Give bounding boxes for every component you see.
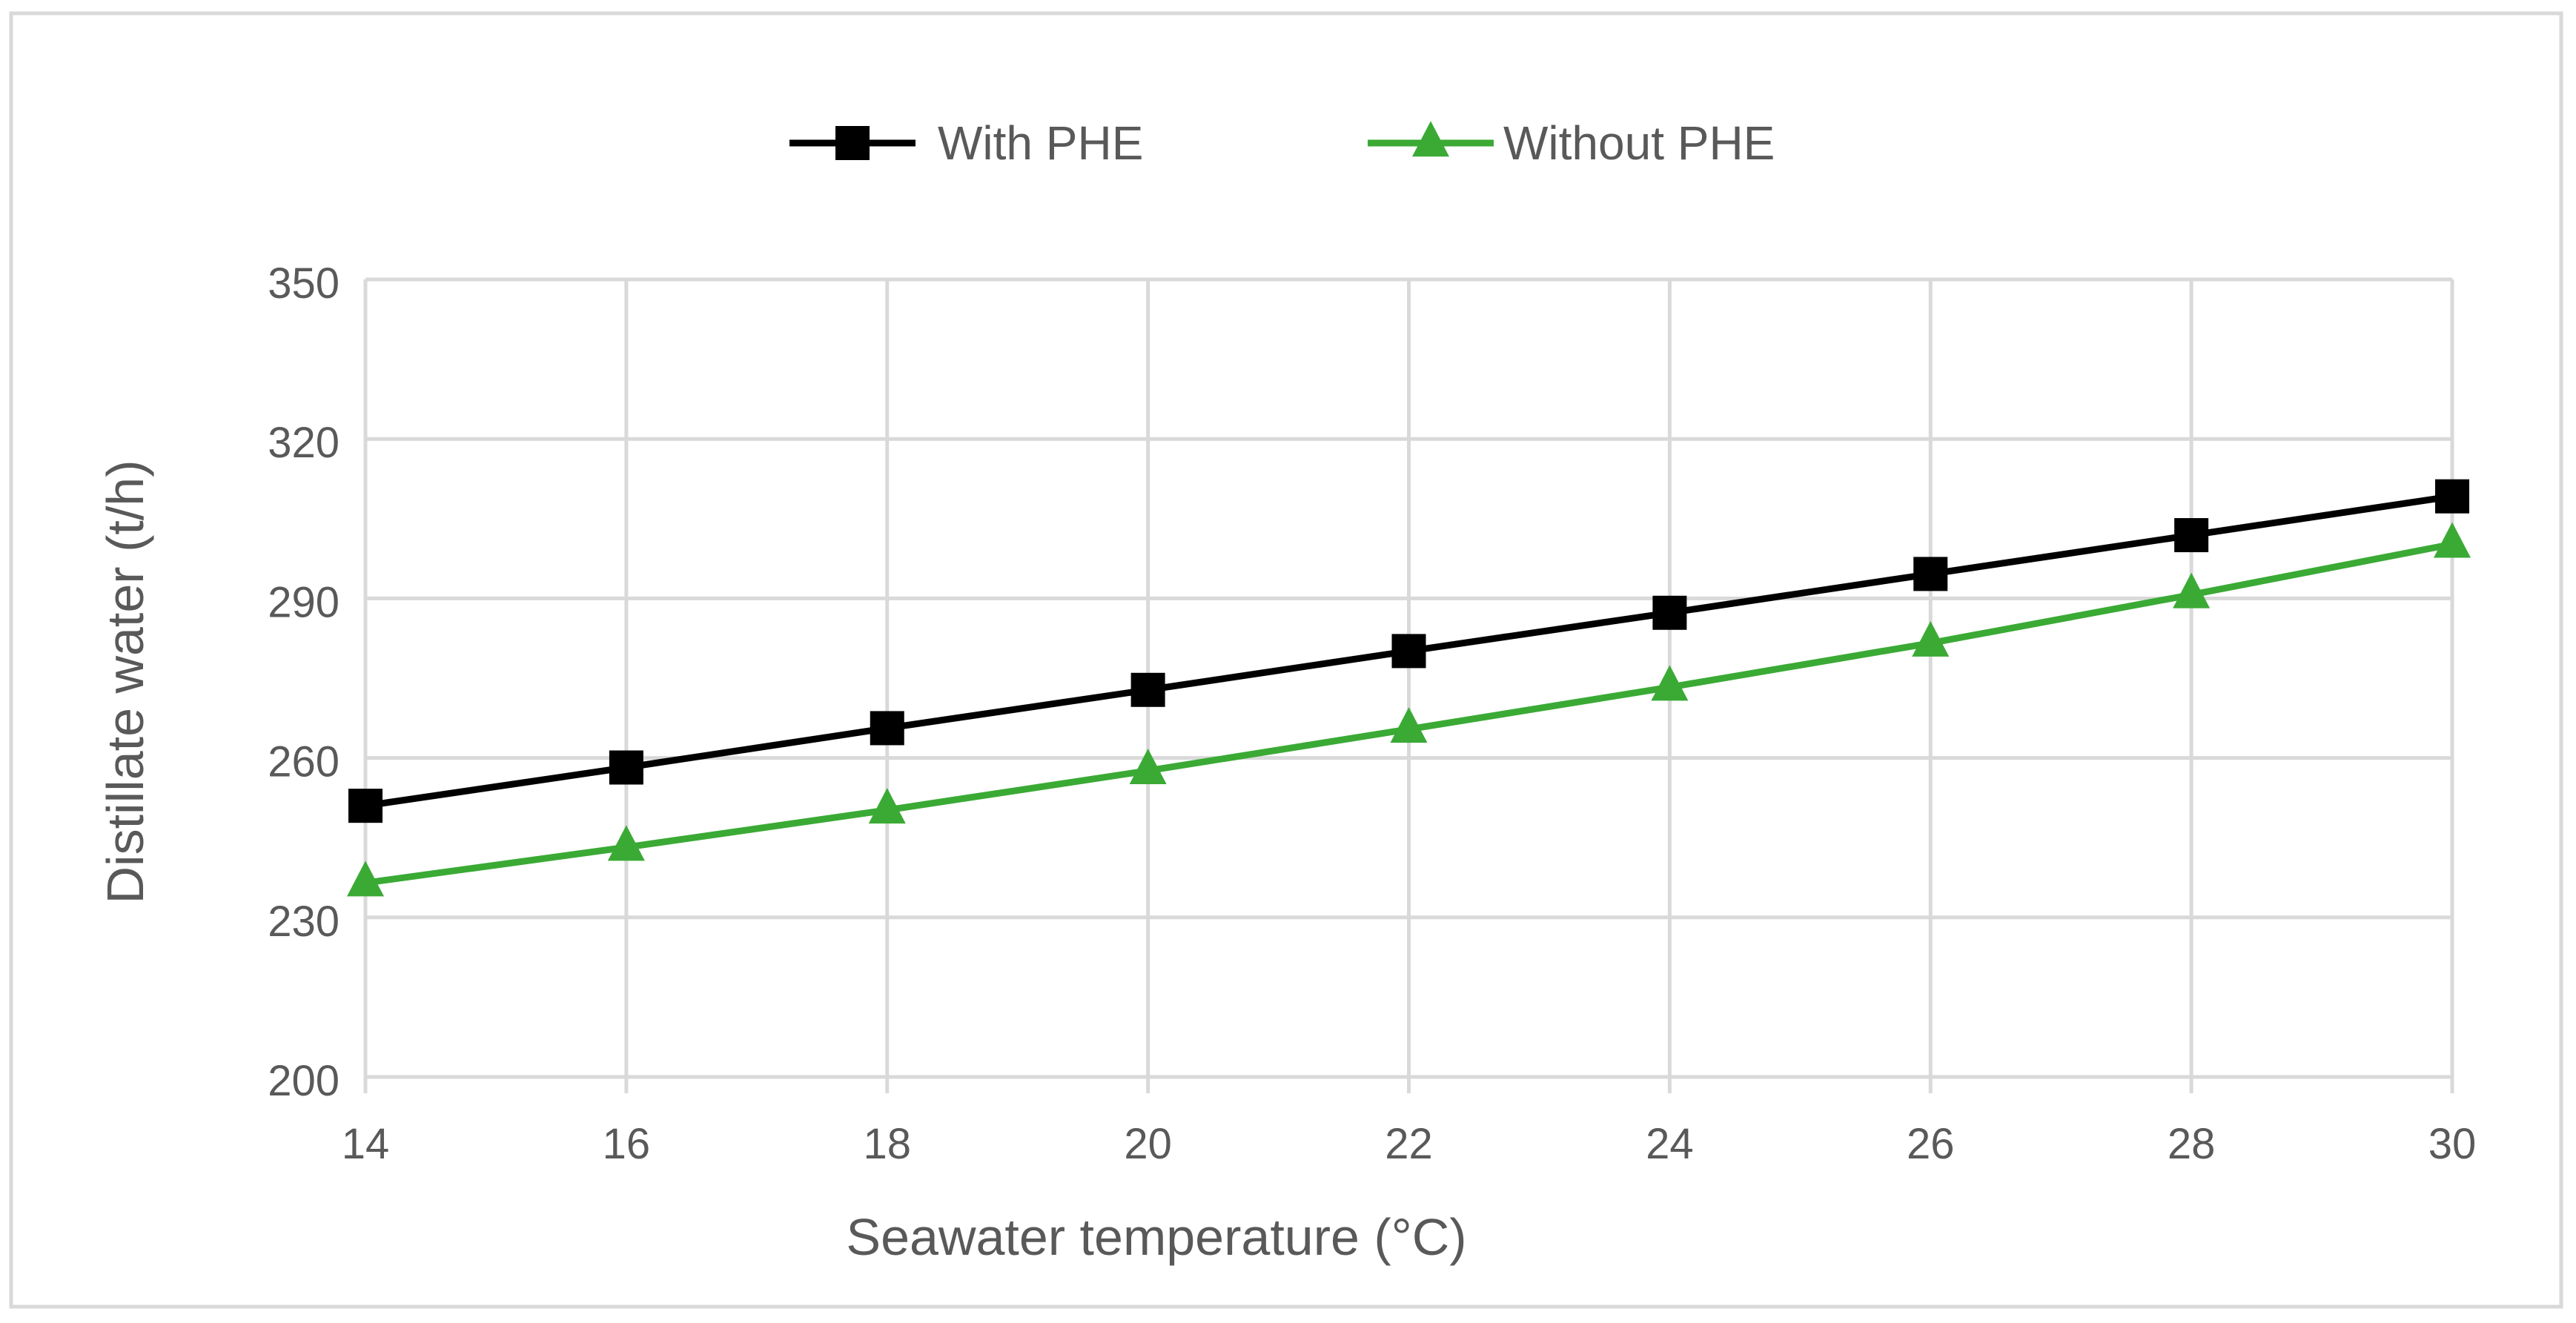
x-tick-label: 22 [1385, 1120, 1433, 1168]
y-tick-label: 320 [268, 419, 340, 467]
data-point-without-phe [2173, 572, 2211, 609]
y-tick-label: 260 [268, 738, 340, 786]
legend-label-without-phe: Without PHE [1503, 116, 1775, 170]
legend-marker-with-phe [835, 126, 870, 160]
data-point-without-phe [868, 788, 906, 824]
x-tick-label: 18 [863, 1120, 911, 1168]
legend-item-without-phe: Without PHE [1368, 116, 1775, 170]
legend: With PHE Without PHE [789, 116, 1775, 170]
y-axis-title: Distillate water (t/h) [96, 460, 154, 903]
data-point-without-phe [1129, 749, 1167, 785]
chart-frame [9, 11, 2563, 1309]
x-tick-label: 16 [603, 1120, 651, 1168]
data-point-with-phe [348, 789, 383, 823]
axes: 200 230 260 290 320 350 14 16 18 20 22 24 26 28 30 [268, 259, 2476, 1168]
series-with-phe [348, 479, 2469, 823]
data-point-with-phe [870, 711, 904, 746]
data-point-without-phe [607, 825, 645, 861]
y-tick-label: 350 [268, 259, 340, 308]
x-axis-title: Seawater temperature (°C) [846, 1208, 1466, 1266]
data-point-without-phe [2434, 522, 2471, 558]
x-tick-label: 14 [342, 1120, 390, 1168]
x-tick-label: 24 [1646, 1120, 1694, 1168]
data-point-with-phe [1913, 557, 1948, 591]
grid [363, 277, 2454, 1079]
data-point-without-phe [1651, 665, 1689, 701]
data-point-without-phe [1912, 620, 1950, 657]
y-tick-label: 230 [268, 898, 340, 946]
data-point-with-phe [1391, 634, 1426, 669]
x-tick-label: 26 [1907, 1120, 1955, 1168]
data-point-with-phe [1652, 595, 1687, 630]
x-tick-label: 20 [1124, 1120, 1172, 1168]
legend-label-with-phe: With PHE [938, 116, 1143, 170]
data-point-with-phe [2435, 479, 2469, 514]
data-point-without-phe [1390, 707, 1428, 743]
y-tick-label: 290 [268, 578, 340, 626]
x-tick-label: 30 [2428, 1120, 2477, 1168]
series-without-phe [347, 522, 2471, 897]
data-point-with-phe [1130, 672, 1165, 707]
x-tick-label: 28 [2168, 1120, 2216, 1168]
data-point-without-phe [347, 861, 384, 897]
y-tick-label: 200 [268, 1057, 340, 1105]
legend-marker-without-phe [1412, 121, 1449, 157]
series [347, 479, 2471, 897]
legend-item-with-phe: With PHE [789, 116, 1143, 170]
data-point-with-phe [2174, 518, 2209, 553]
data-point-with-phe [609, 750, 643, 785]
